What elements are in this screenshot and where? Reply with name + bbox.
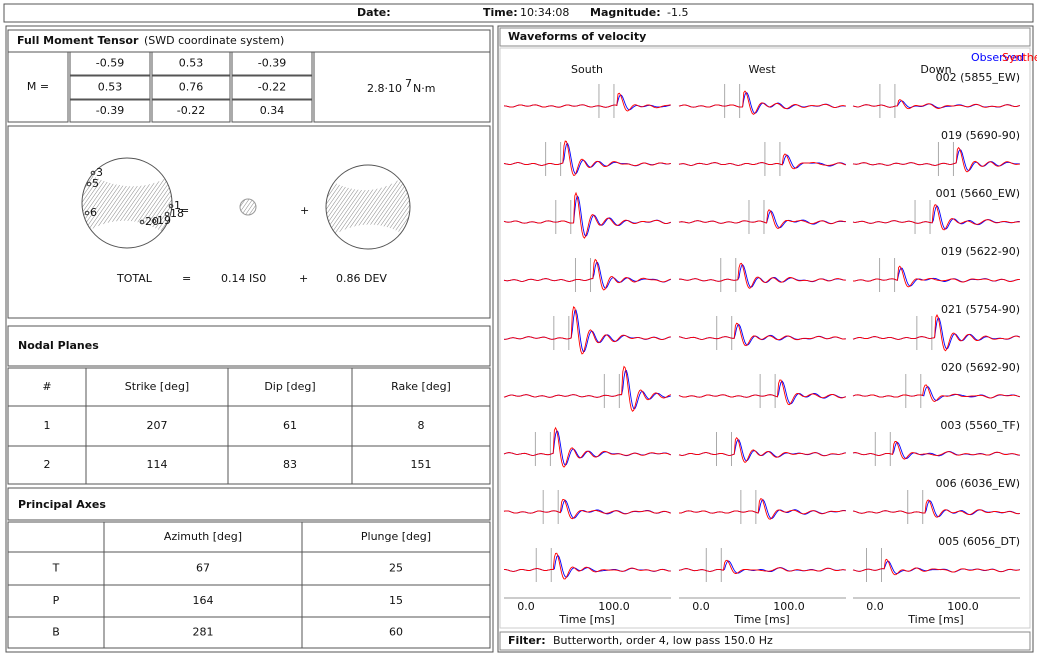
time-tick-label: 0.0 <box>692 600 710 613</box>
matrix-value: -0.22 <box>258 81 286 94</box>
time-axis-label: Time [ms] <box>907 613 963 626</box>
tensor-title: Full Moment Tensor <box>17 34 139 47</box>
scalar-moment: 2.8·10 <box>367 82 402 95</box>
table-value: 281 <box>193 626 214 639</box>
filter-label: Filter: <box>508 634 546 647</box>
equals: = <box>182 272 191 285</box>
time-tick-label: 0.0 <box>866 600 884 613</box>
legend-synthetic: Synthetic <box>1002 51 1037 64</box>
matrix-value: -0.22 <box>177 104 205 117</box>
table-value: 25 <box>389 562 403 575</box>
plus: + <box>299 272 308 285</box>
table-value: 1 <box>44 419 51 432</box>
magnitude: -1.5 <box>667 6 688 19</box>
table-value: T <box>52 562 60 575</box>
matrix-value: -0.39 <box>96 104 124 117</box>
table-value: 207 <box>147 419 168 432</box>
station-name: 001 (5660_EW) <box>936 187 1020 200</box>
matrix-label: M = <box>27 80 49 93</box>
tensor-subtitle: (SWD coordinate system) <box>144 34 284 47</box>
total-label: TOTAL <box>116 272 153 285</box>
nodal-title: Nodal Planes <box>18 339 99 352</box>
table-value: 2 <box>44 458 51 471</box>
matrix-value: 0.34 <box>260 104 285 117</box>
station-label: 5 <box>92 177 99 190</box>
column-header: Strike [deg] <box>125 380 189 393</box>
scalar-unit: N·m <box>413 82 435 95</box>
table-value: B <box>52 626 60 639</box>
scalar-exponent: 7 <box>405 77 412 90</box>
table-value: 67 <box>196 562 210 575</box>
table-value: 8 <box>418 419 425 432</box>
beachball-box <box>8 126 490 318</box>
table-value: P <box>53 594 60 607</box>
table-value: 60 <box>389 626 403 639</box>
table-value: 114 <box>147 458 168 471</box>
station-name: 019 (5690-90) <box>941 129 1020 142</box>
table-value: 61 <box>283 419 297 432</box>
station-name: 020 (5692-90) <box>941 361 1020 374</box>
column-header: Plunge [deg] <box>361 530 431 543</box>
matrix-value: 0.53 <box>98 81 123 94</box>
station-name: 005 (6056_DT) <box>938 535 1020 548</box>
time-axis-label: Time [ms] <box>558 613 614 626</box>
column-header: Azimuth [deg] <box>164 530 242 543</box>
filter-text: Butterworth, order 4, low pass 150.0 Hz <box>553 634 773 647</box>
table-cell <box>314 52 490 122</box>
time-label: Time: <box>483 6 518 19</box>
dev-label: 0.86 DEV <box>336 272 387 285</box>
station-name: 021 (5754-90) <box>941 303 1020 316</box>
table-value: 164 <box>193 594 214 607</box>
waveform-title: Waveforms of velocity <box>508 30 646 43</box>
column-header: Rake [deg] <box>391 380 451 393</box>
station-name: 003 (5560_TF) <box>940 419 1020 432</box>
time-tick-label: 100.0 <box>773 600 805 613</box>
time-tick-label: 100.0 <box>598 600 630 613</box>
matrix-value: 0.53 <box>179 57 204 70</box>
matrix-value: -0.59 <box>96 57 124 70</box>
table-value: 151 <box>411 458 432 471</box>
component-label: South <box>571 63 603 76</box>
time-tick-label: 0.0 <box>517 600 535 613</box>
column-header: Dip [deg] <box>264 380 315 393</box>
station-name: 019 (5622-90) <box>941 245 1020 258</box>
plus: + <box>300 204 309 217</box>
station-name: 006 (6036_EW) <box>936 477 1020 490</box>
iso-label: 0.14 IS0 <box>221 272 266 285</box>
station-label: 18 <box>170 207 184 220</box>
time-tick-label: 100.0 <box>947 600 979 613</box>
time-axis-label: Time [ms] <box>733 613 789 626</box>
column-header: # <box>42 380 51 393</box>
beachball-iso <box>240 199 256 215</box>
time: 10:34:08 <box>520 6 569 19</box>
matrix-value: 0.76 <box>179 81 204 94</box>
matrix-value: -0.39 <box>258 57 286 70</box>
station-label: 19 <box>157 214 171 227</box>
top-bar <box>4 4 1033 22</box>
date-label: Date: <box>357 6 391 19</box>
axes-title: Principal Axes <box>18 498 106 511</box>
table-value: 83 <box>283 458 297 471</box>
component-label: West <box>748 63 776 76</box>
station-label: 6 <box>90 206 97 219</box>
magnitude-label: Magnitude: <box>590 6 661 19</box>
table-value: 15 <box>389 594 403 607</box>
table-cell <box>8 522 104 552</box>
station-name: 002 (5855_EW) <box>936 71 1020 84</box>
